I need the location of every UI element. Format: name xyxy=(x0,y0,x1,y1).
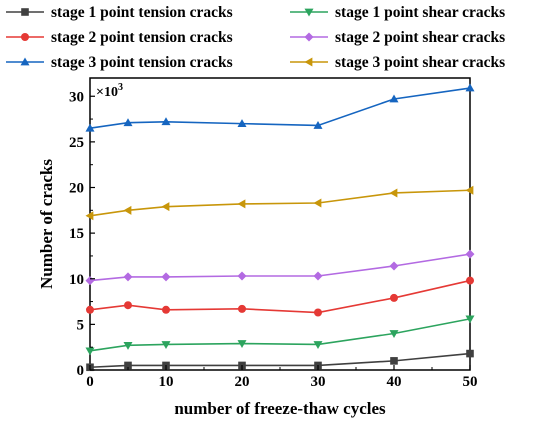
y-tick-label: 20 xyxy=(69,181,84,197)
legend-marker xyxy=(21,33,29,41)
y-axis-title: Number of cracks xyxy=(37,159,56,289)
legend-marker xyxy=(304,32,314,42)
y-tick-label: 25 xyxy=(69,135,84,151)
data-point xyxy=(161,341,171,349)
data-point xyxy=(465,83,475,92)
series-line xyxy=(89,189,471,217)
x-tick-label: 40 xyxy=(387,374,402,390)
x-axis-title: number of freeze-thaw cycles xyxy=(174,399,386,418)
data-point xyxy=(237,119,247,127)
data-point xyxy=(161,272,171,282)
series-2 xyxy=(85,315,475,356)
data-point xyxy=(85,276,95,286)
legend: stage 1 point tension cracks stage 2 poin… xyxy=(6,4,505,71)
data-point xyxy=(85,123,95,132)
legend-marker xyxy=(20,57,30,66)
axes: 0 10 20 30 40 50 0 5 10 15 20 25 30 xyxy=(69,89,478,390)
legend-item: stage 1 point tension cracks xyxy=(6,4,233,21)
data-point xyxy=(466,349,474,358)
series-line xyxy=(89,318,471,352)
data-point xyxy=(161,117,171,126)
data-point xyxy=(124,301,132,310)
legend-label: stage 3 point tension cracks xyxy=(51,54,233,71)
data-point xyxy=(390,293,398,302)
series-line xyxy=(89,279,471,314)
y-multiplier-exponent: 3 xyxy=(118,82,123,93)
data-point xyxy=(465,185,474,195)
legend-label: stage 1 point shear cracks xyxy=(335,4,505,21)
plot-area: 0 10 20 30 40 50 0 5 10 15 20 25 30 xyxy=(69,77,478,390)
series-line xyxy=(89,352,471,369)
legend-item: stage 2 point shear cracks xyxy=(290,29,505,46)
data-point xyxy=(123,341,133,350)
x-tick-label: 50 xyxy=(463,374,478,390)
series-4 xyxy=(85,249,475,286)
data-point xyxy=(313,120,323,129)
data-point xyxy=(389,94,399,103)
data-point xyxy=(313,341,323,349)
data-point xyxy=(161,202,170,212)
legend-marker xyxy=(21,8,29,16)
data-point xyxy=(237,271,247,281)
series-line xyxy=(89,253,471,282)
y-tick-label: 15 xyxy=(69,226,84,242)
y-multiplier-base: ×10 xyxy=(96,85,118,100)
legend-label: stage 2 point tension cracks xyxy=(51,29,233,46)
data-point xyxy=(162,305,170,314)
data-point xyxy=(123,118,133,127)
legend-label: stage 3 point shear cracks xyxy=(335,54,505,71)
x-tick-label: 30 xyxy=(311,374,326,390)
data-point xyxy=(313,198,322,208)
data-point xyxy=(465,249,475,259)
legend-item: stage 3 point shear cracks xyxy=(290,54,505,71)
data-point xyxy=(85,347,95,356)
series-3 xyxy=(86,276,474,317)
data-point xyxy=(124,361,132,370)
series-5 xyxy=(85,83,475,132)
legend-label: stage 2 point shear cracks xyxy=(335,29,505,46)
series-line xyxy=(89,87,471,129)
y-tick-label: 30 xyxy=(69,89,84,105)
data-point xyxy=(389,261,399,271)
data-point xyxy=(237,340,247,349)
y-multiplier: ×103 xyxy=(96,82,123,100)
y-tick-label: 10 xyxy=(69,272,84,288)
legend-marker xyxy=(304,8,314,17)
data-point xyxy=(85,211,94,221)
legend-item: stage 3 point tension cracks xyxy=(6,54,233,71)
data-point xyxy=(390,357,398,365)
x-tick-label: 20 xyxy=(235,374,250,390)
legend-item: stage 2 point tension cracks xyxy=(6,29,233,46)
data-point xyxy=(313,271,323,281)
x-tick-label: 0 xyxy=(86,374,94,390)
data-point xyxy=(314,308,322,317)
data-point xyxy=(86,305,94,314)
series-6 xyxy=(85,185,474,221)
data-point xyxy=(123,272,133,282)
data-point xyxy=(238,304,246,313)
data-point xyxy=(465,315,475,324)
y-tick-label: 5 xyxy=(77,317,85,333)
legend-label: stage 1 point tension cracks xyxy=(51,4,233,21)
data-point xyxy=(389,330,399,338)
data-point xyxy=(466,276,474,285)
series-layer xyxy=(85,83,475,372)
data-point xyxy=(389,188,398,198)
legend-marker xyxy=(304,57,313,67)
data-point xyxy=(237,199,246,209)
x-tick-label: 10 xyxy=(159,374,174,390)
data-point xyxy=(123,205,132,215)
legend-item: stage 1 point shear cracks xyxy=(290,4,505,21)
y-tick-label: 0 xyxy=(77,363,85,379)
